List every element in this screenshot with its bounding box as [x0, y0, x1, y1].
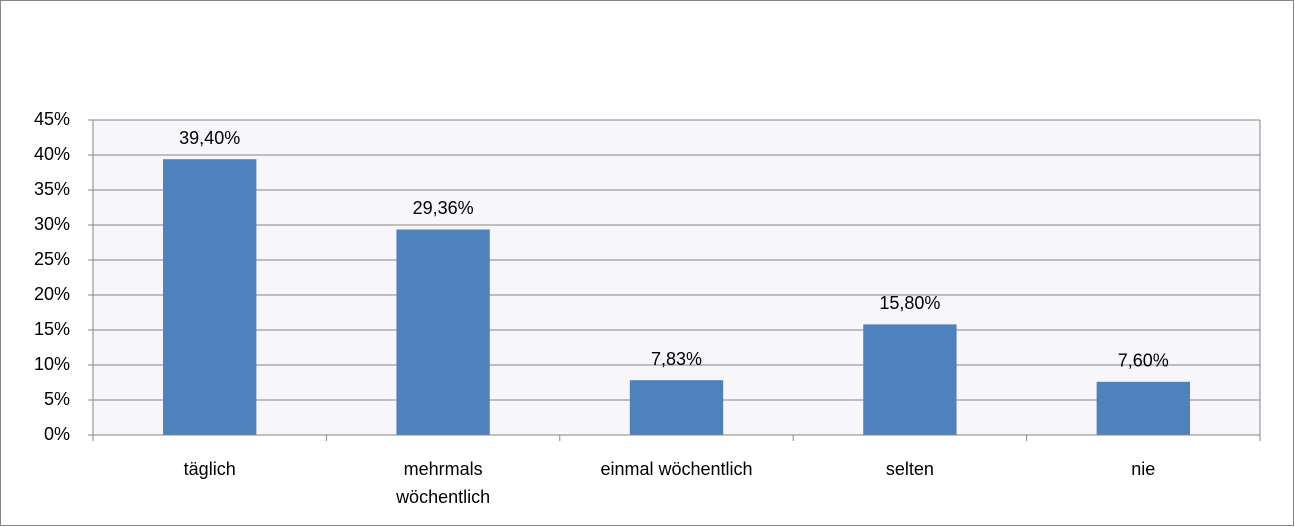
y-tick-label: 45% [34, 109, 70, 129]
data-label: 15,80% [879, 293, 940, 313]
x-tick-label: nie [1131, 459, 1156, 479]
bar [1096, 381, 1190, 435]
bar [396, 229, 490, 435]
y-tick-label: 15% [34, 319, 70, 339]
y-tick-label: 0% [44, 424, 70, 444]
y-tick-label: 10% [34, 354, 70, 374]
x-tick-label: mehrmals wöchentlich [396, 459, 491, 507]
y-tick-label: 35% [34, 179, 70, 199]
y-tick-label: 40% [34, 144, 70, 164]
y-tick-label: 5% [44, 389, 70, 409]
bar [863, 324, 957, 435]
x-tick-label: einmal wöchentlich [600, 459, 753, 479]
data-label: 29,36% [413, 198, 474, 218]
bar [629, 380, 724, 435]
data-label: 39,40% [179, 128, 240, 148]
bar [163, 159, 257, 435]
x-tick-label: täglich [183, 459, 236, 479]
y-tick-label: 20% [34, 284, 70, 304]
data-label: 7,60% [1118, 351, 1169, 371]
data-label: 7,83% [651, 349, 702, 369]
y-tick-label: 30% [34, 214, 70, 234]
x-tick-label: selten [885, 459, 934, 479]
y-tick-label: 25% [34, 249, 70, 269]
